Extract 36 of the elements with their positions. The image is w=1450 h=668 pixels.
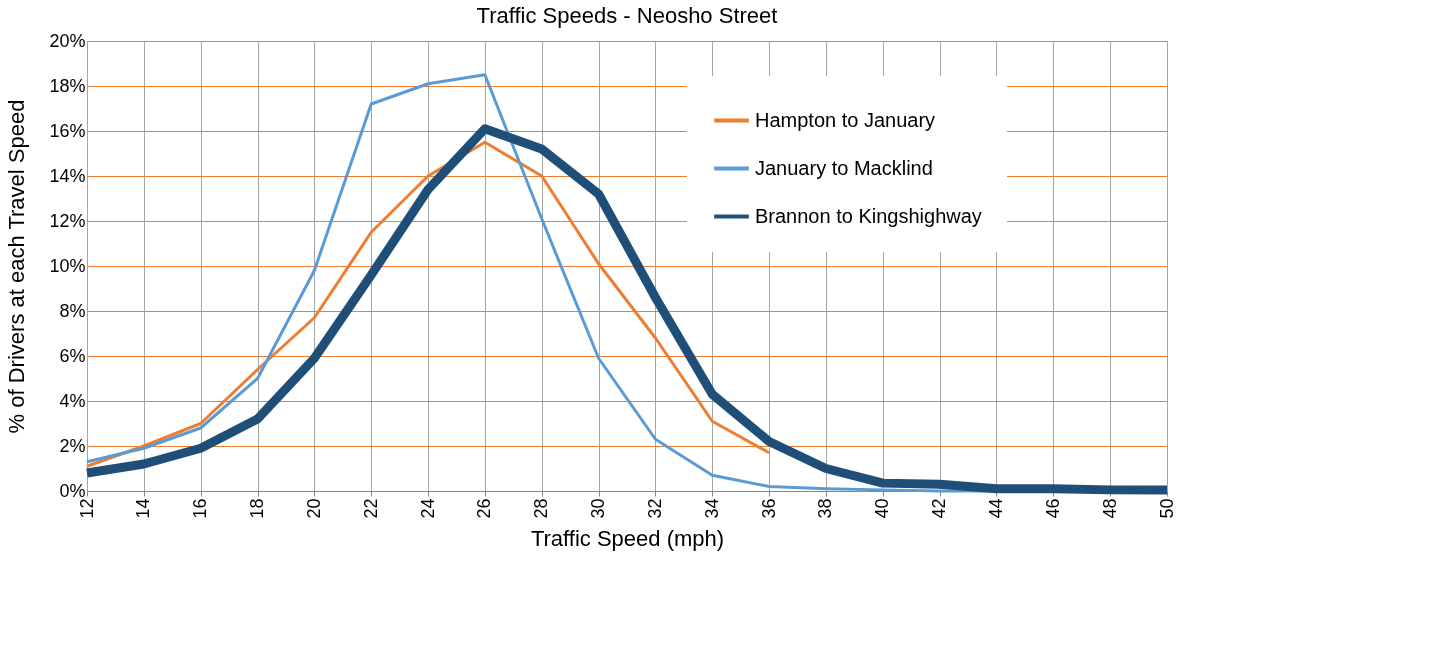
- x-tick-label: 34: [701, 498, 722, 519]
- x-tick-label: 18: [247, 498, 268, 519]
- x-tick-label: 30: [588, 498, 609, 519]
- x-tick-label: 44: [985, 498, 1006, 519]
- x-tick-label: 22: [360, 498, 381, 519]
- legend-label: Brannon to Kingshighway: [755, 204, 982, 227]
- y-tick-label: 18%: [49, 75, 86, 96]
- y-tick-label: 6%: [59, 345, 86, 366]
- y-tick-label: 2%: [59, 435, 86, 456]
- x-tick-label: 26: [474, 498, 495, 519]
- y-axis-title: % of Drivers at each Travel Speed: [4, 99, 30, 434]
- y-tick-label: 16%: [49, 120, 86, 141]
- x-tick-label: 40: [872, 498, 893, 519]
- y-tick-label: 4%: [59, 390, 86, 411]
- x-tick-label: 32: [644, 498, 665, 519]
- x-tick-label: 42: [929, 498, 950, 519]
- x-tick-label: 50: [1156, 498, 1177, 519]
- x-tick-label: 36: [758, 498, 779, 519]
- y-tick-label: 10%: [49, 255, 86, 276]
- x-tick-label: 12: [76, 498, 97, 519]
- x-tick-label: 38: [815, 498, 836, 519]
- y-tick-label: 12%: [49, 210, 86, 231]
- x-axis-title: Traffic Speed (mph): [530, 525, 725, 551]
- x-tick-label: 48: [1099, 498, 1120, 519]
- x-tick-label: 28: [531, 498, 552, 519]
- x-tick-label: 16: [190, 498, 211, 519]
- y-tick-label: 8%: [59, 300, 86, 321]
- legend-label: January to Macklind: [755, 156, 933, 179]
- y-tick-label: 14%: [49, 165, 86, 186]
- y-tick-label: 20%: [49, 30, 86, 51]
- x-tick-label: 24: [417, 498, 438, 519]
- x-tick-label: 14: [133, 498, 154, 519]
- chart-title: Traffic Speeds - Neosho Street: [476, 3, 778, 28]
- x-tick-label: 46: [1042, 498, 1063, 519]
- x-tick-label: 20: [303, 498, 324, 519]
- legend-label: Hampton to January: [755, 108, 936, 131]
